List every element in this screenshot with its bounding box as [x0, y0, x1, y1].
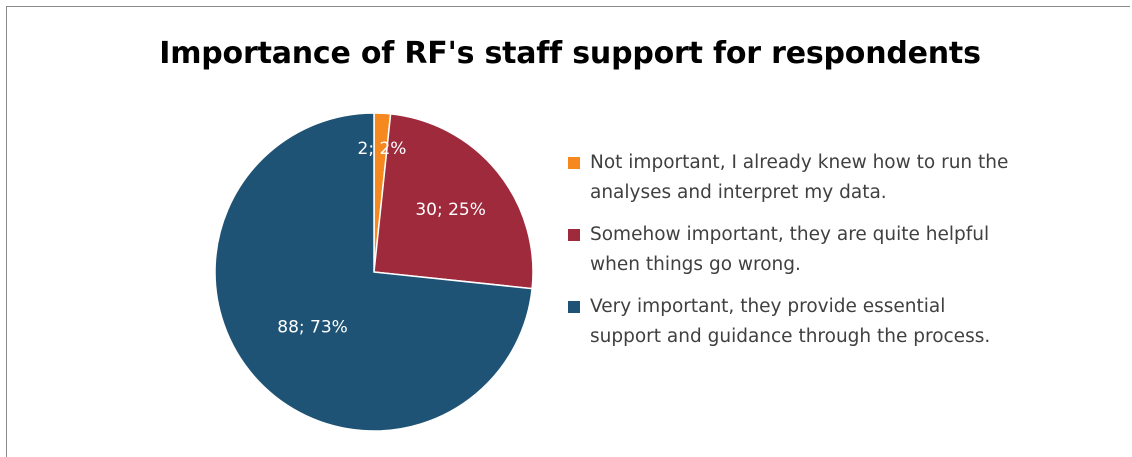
legend-swatch-very-important	[568, 301, 580, 313]
legend-item-very-important: Very important, they provide essential s…	[568, 292, 1108, 352]
chart-title: Importance of RF's staff support for res…	[159, 36, 981, 71]
legend-label-line: Not important, I already knew how to run…	[590, 152, 1009, 173]
slice-data-label: 2; 2%	[358, 139, 407, 159]
slice-somehow-important	[373, 113, 534, 290]
legend-label-line: support and guidance through the process…	[590, 326, 991, 347]
legend-swatch-somehow-important	[568, 229, 580, 241]
legend-label-line: analyses and interpret my data.	[590, 182, 887, 203]
legend-item-somehow-important: Somehow important, they are quite helpfu…	[568, 220, 1108, 280]
legend-label-line: when things go wrong.	[590, 254, 801, 275]
slice-very-important	[214, 112, 533, 432]
slice-data-label: 88; 73%	[277, 317, 348, 337]
legend-swatch-not-important	[568, 157, 580, 169]
legend-label-line: Somehow important, they are quite helpfu…	[590, 224, 990, 245]
legend-item-not-important: Not important, I already knew how to run…	[568, 148, 1108, 208]
legend: Not important, I already knew how to run…	[568, 148, 1108, 364]
legend-label-line: Very important, they provide essential	[590, 296, 946, 317]
slice-data-label: 30; 25%	[415, 200, 486, 220]
